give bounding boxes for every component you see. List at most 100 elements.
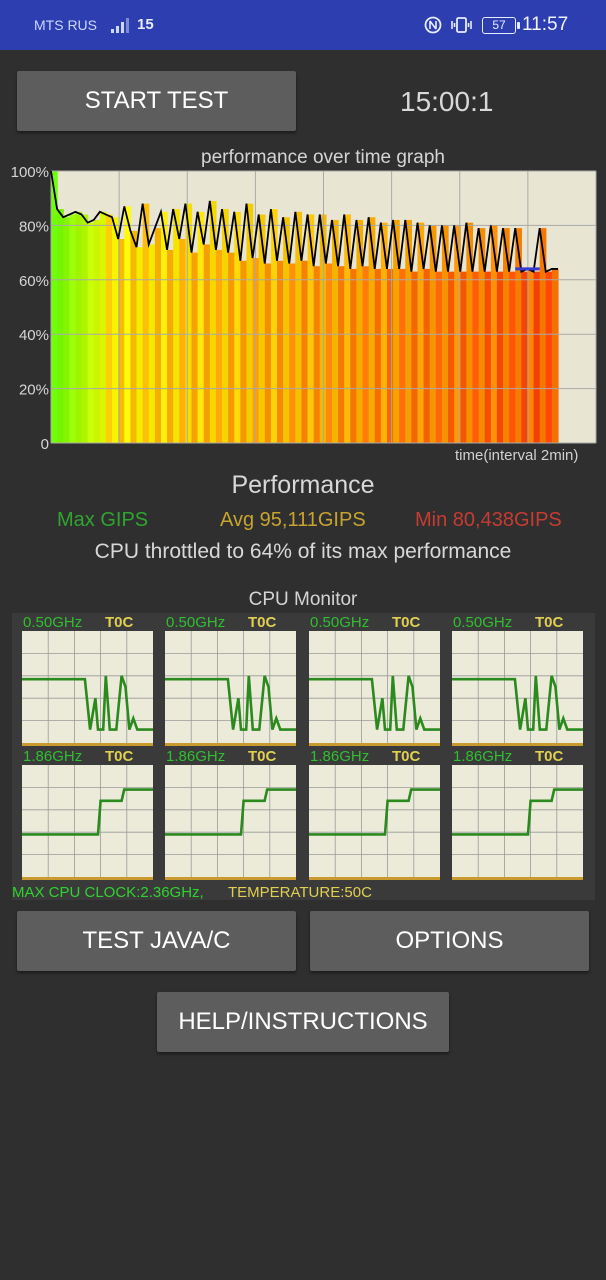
performance-bar [466, 222, 474, 443]
cpu-core-3: 0.50GHz T0C [309, 613, 449, 747]
performance-bar [484, 271, 492, 443]
performance-bar [539, 228, 547, 443]
cpu-core-2: 0.50GHz T0C [165, 613, 305, 747]
performance-bar [386, 268, 394, 443]
core-graph [452, 765, 583, 880]
performance-bar [533, 271, 541, 443]
performance-bar [496, 271, 504, 443]
signal-icon [111, 18, 129, 33]
performance-bar [277, 260, 284, 443]
performance-bar [362, 266, 370, 443]
performance-bar [423, 268, 431, 443]
performance-bar [173, 209, 180, 443]
help-instructions-button[interactable]: HELP/INSTRUCTIONS [157, 992, 449, 1052]
performance-bar [356, 219, 364, 443]
performance-bar [87, 222, 95, 443]
performance-bar [448, 271, 455, 443]
performance-bar [264, 263, 272, 443]
performance-bar [313, 266, 321, 443]
cpu-core-1: 0.50GHz T0C [22, 613, 162, 747]
performance-bar [551, 268, 559, 443]
performance-bar [411, 271, 419, 443]
performance-bar [295, 211, 303, 443]
performance-bar [167, 249, 174, 443]
core-frequency: 0.50GHz [23, 614, 83, 631]
performance-line [50, 170, 558, 273]
performance-bar [240, 260, 248, 443]
performance-bar [545, 271, 553, 443]
performance-bar [405, 219, 412, 443]
performance-bar [350, 268, 358, 443]
performance-bar [283, 217, 290, 443]
core-temperature: T0C [105, 614, 134, 631]
performance-bar [301, 260, 309, 443]
core-frequency-line [309, 788, 440, 836]
core-temperature-bar [452, 877, 583, 880]
performance-bar [222, 209, 229, 443]
y-tick-label: 40% [19, 327, 49, 344]
core-temperature-bar [22, 743, 153, 746]
core-graph [452, 631, 583, 746]
core-graph-bg [309, 631, 440, 743]
core-graph [309, 765, 440, 880]
performance-bar [191, 252, 199, 443]
cpu-monitor-panel: 0.50GHz T0C 0.50GHz T0C 0.50GHz T0C 0.50GHz T0C… [12, 613, 595, 900]
cpu-core-5: 1.86GHz T0C [22, 747, 162, 881]
performance-bar [154, 228, 162, 443]
performance-bar [289, 263, 296, 443]
performance-bar [124, 206, 132, 443]
core-temperature-bar [22, 877, 153, 880]
core-frequency: 1.86GHz [166, 748, 226, 765]
performance-bar [203, 244, 211, 443]
core-temperature-bar [309, 743, 440, 746]
y-axis-ticks: 100% 80% 60% 40% 20% 0 [11, 164, 49, 453]
test-java-c-button[interactable]: TEST JAVA/C [17, 911, 296, 971]
cpu-core-8: 1.86GHz T0C [452, 747, 592, 881]
cpu-core-4: 0.50GHz T0C [452, 613, 592, 747]
performance-bar [252, 258, 260, 443]
core-graph-bg [452, 765, 583, 877]
core-graph-bg [22, 765, 153, 877]
y-tick-label: 0 [41, 436, 49, 453]
performance-bar [136, 247, 144, 443]
core-temperature: T0C [392, 748, 421, 765]
carrier-label: MTS RUS [34, 17, 97, 33]
core-frequency: 0.50GHz [453, 614, 513, 631]
performance-bar [118, 239, 125, 443]
performance-bar [99, 211, 107, 443]
core-graph-bg [165, 631, 296, 743]
performance-bar [160, 211, 168, 443]
core-frequency-line [22, 675, 153, 731]
throttle-summary: CPU throttled to 64% of its max performa… [94, 540, 512, 563]
performance-bar [509, 271, 516, 443]
performance-bar [215, 249, 223, 443]
status-bar: MTS RUS 15 57 11:57 [0, 0, 606, 50]
max-gips-label: Max GIPS [57, 509, 149, 531]
performance-bar [148, 244, 156, 443]
performance-bar [307, 214, 315, 443]
performance-bar [527, 268, 535, 443]
performance-bar [179, 239, 186, 443]
performance-bar [374, 268, 382, 443]
nfc-icon [424, 16, 472, 34]
performance-bar [503, 228, 510, 443]
start-test-button[interactable]: START TEST [17, 71, 296, 131]
core-graph-bg [309, 765, 440, 877]
performance-bar [81, 214, 89, 443]
performance-bar [209, 200, 217, 443]
cpu-monitor-title: CPU Monitor [248, 589, 358, 610]
core-graph [22, 765, 153, 880]
core-frequency: 1.86GHz [23, 748, 83, 765]
options-button[interactable]: OPTIONS [310, 911, 589, 971]
cpu-core-7: 1.86GHz T0C [309, 747, 449, 881]
y-tick-label: 80% [19, 218, 49, 235]
core-graph [309, 631, 440, 746]
core-temperature: T0C [392, 614, 421, 631]
performance-bar [515, 228, 522, 443]
performance-bar [521, 271, 529, 443]
performance-bar [185, 203, 193, 443]
core-graph [22, 631, 153, 746]
core-frequency-line [22, 788, 153, 836]
performance-bar [57, 209, 64, 443]
performance-bar [368, 217, 376, 443]
